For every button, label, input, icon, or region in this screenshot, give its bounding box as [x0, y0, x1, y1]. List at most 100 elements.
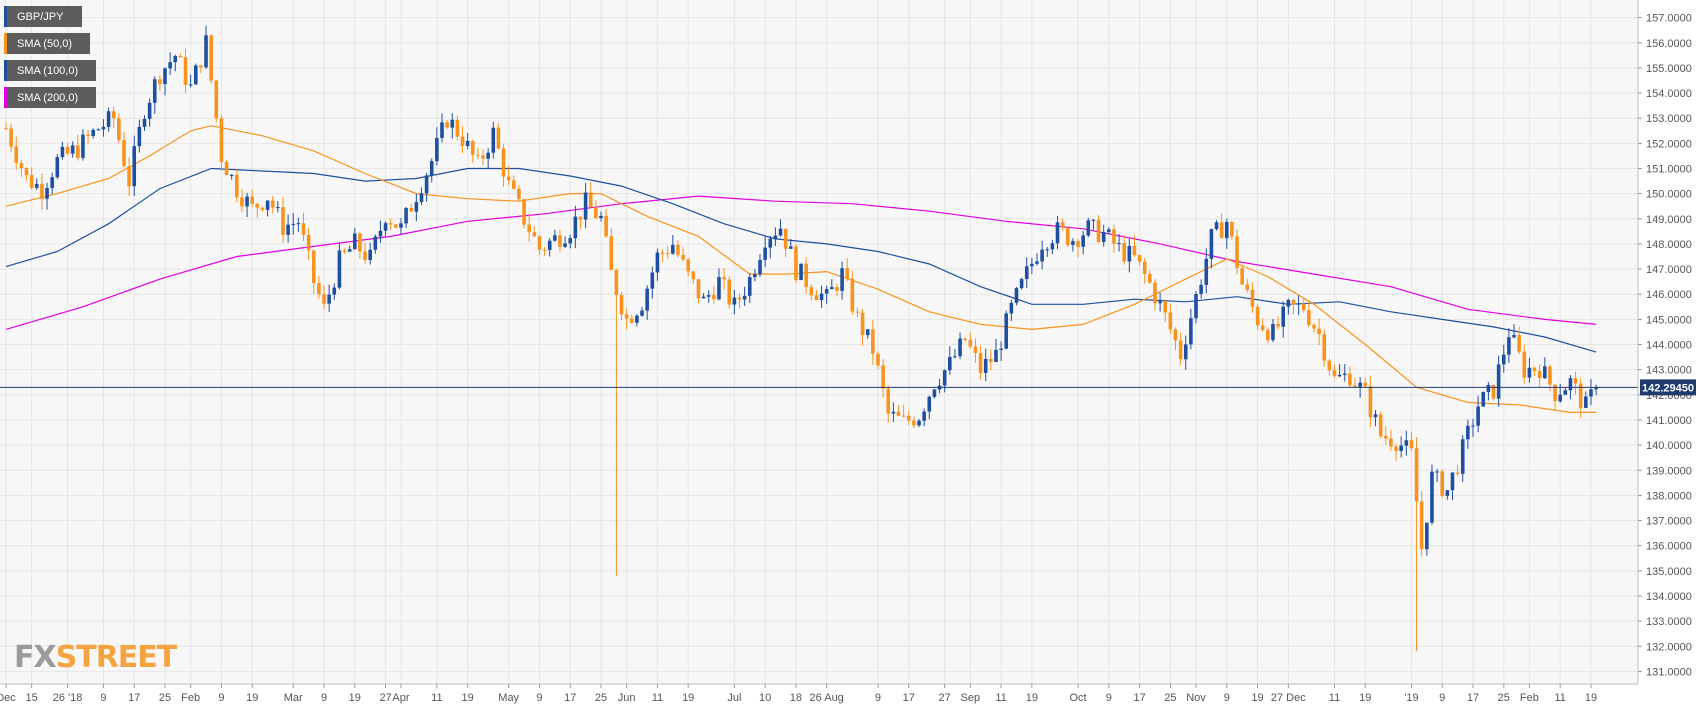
sma50-line	[5, 125, 1597, 413]
sma200-line	[5, 195, 1597, 330]
x-tick-label: 19	[349, 692, 361, 704]
candle-body	[999, 348, 1003, 350]
candle-body	[624, 314, 629, 319]
candle-body	[19, 162, 24, 168]
candle-body	[1435, 471, 1439, 473]
candle-body	[891, 411, 896, 414]
candle-body	[486, 152, 490, 159]
candle-body	[491, 127, 496, 153]
candle-body	[901, 415, 906, 417]
candle-body	[1414, 448, 1419, 502]
legend-swatch-gbpjpy	[4, 6, 7, 27]
candle-body	[1368, 386, 1373, 418]
candle-body	[1071, 241, 1075, 245]
candle-body	[573, 216, 578, 239]
candle-body	[783, 228, 788, 249]
candle-body	[40, 183, 44, 199]
candle-body	[1137, 255, 1142, 262]
candle-body	[276, 207, 280, 209]
candle-body	[1332, 370, 1337, 377]
x-tick-label: Sep	[961, 692, 981, 704]
candle-body	[681, 254, 685, 260]
candle-body	[845, 268, 850, 279]
x-tick-label: 9	[1439, 692, 1445, 704]
candle-body	[896, 411, 901, 416]
x-tick-label: 19	[1585, 692, 1597, 704]
y-tick-label: 149.0000	[1646, 214, 1692, 226]
candle-body	[450, 119, 455, 128]
sma200-path	[5, 195, 1597, 330]
x-tick-label: 11	[431, 692, 442, 704]
x-tick-label: 9	[321, 692, 327, 704]
candle-body	[1578, 383, 1583, 408]
candle-body	[1450, 472, 1455, 491]
x-tick-label: 26 '18	[53, 692, 83, 704]
candle-body	[1573, 378, 1578, 384]
candle-body	[429, 161, 434, 176]
candle-body	[542, 249, 547, 251]
candle-body	[732, 297, 737, 305]
x-tick-label: 9	[1106, 692, 1112, 704]
x-tick-label: 25	[1498, 692, 1510, 704]
plot-background	[0, 0, 1638, 684]
candle-body	[50, 177, 54, 188]
candle-body	[342, 250, 347, 252]
x-tick-label: 9	[536, 692, 542, 704]
candle-body	[1373, 414, 1378, 418]
legend-item-gbpjpy[interactable]: GBP/JPY	[4, 6, 82, 27]
candle-body	[173, 56, 178, 63]
candle-body	[953, 356, 957, 358]
candle-body	[1383, 435, 1388, 439]
y-tick-label: 143.0000	[1646, 365, 1692, 377]
candle-body	[830, 287, 834, 290]
candle-body	[619, 294, 624, 315]
candle-body	[860, 312, 865, 336]
candle-body	[1563, 390, 1568, 395]
legend-item-sma100[interactable]: SMA (100,0)	[4, 60, 96, 81]
candle-body	[229, 174, 234, 176]
x-tick-label: 25	[159, 692, 171, 704]
candle-body	[727, 279, 732, 305]
candle-body	[1030, 263, 1034, 267]
candle-body	[753, 274, 757, 278]
x-tick-label: 9	[218, 692, 224, 704]
candle-body	[660, 252, 665, 254]
candle-body	[1101, 232, 1106, 242]
candle-body	[440, 122, 444, 138]
candle-body	[676, 244, 680, 255]
candle-body	[1117, 242, 1121, 244]
legend-item-sma200[interactable]: SMA (200,0)	[4, 87, 96, 108]
candle-body	[512, 180, 516, 189]
legend-item-sma50[interactable]: SMA (50,0)	[4, 33, 90, 54]
x-tick-label: Jun	[618, 692, 636, 704]
candle-body	[409, 208, 414, 212]
candle-body	[917, 420, 921, 426]
candle-body	[671, 244, 675, 254]
y-tick-label: 141.0000	[1646, 415, 1692, 427]
legend-label-sma200: SMA (200,0)	[17, 91, 79, 104]
candle-body	[1260, 325, 1265, 330]
logo-fx: FX	[14, 640, 57, 675]
y-tick-label: 153.0000	[1646, 113, 1692, 125]
current-price-tag-bg	[1640, 379, 1696, 396]
candle-body	[501, 148, 506, 177]
candle-body	[1486, 384, 1491, 392]
candle-body	[240, 197, 244, 207]
candle-body	[1553, 384, 1557, 402]
candle-body	[824, 289, 829, 294]
candle-body	[1532, 367, 1537, 372]
candle-body	[245, 196, 249, 207]
candle-body	[399, 223, 403, 228]
candle-body	[1050, 243, 1055, 250]
y-tick-label: 138.0000	[1646, 490, 1692, 502]
candle-body	[773, 235, 778, 239]
candle-body	[927, 396, 932, 412]
candle-body	[383, 223, 388, 231]
candle-body	[1178, 340, 1183, 360]
candle-body	[1399, 445, 1403, 451]
candle-body	[1076, 241, 1080, 247]
candle-body	[1476, 406, 1480, 426]
x-tick-label: 27	[939, 692, 951, 704]
candle-body	[1158, 301, 1162, 304]
